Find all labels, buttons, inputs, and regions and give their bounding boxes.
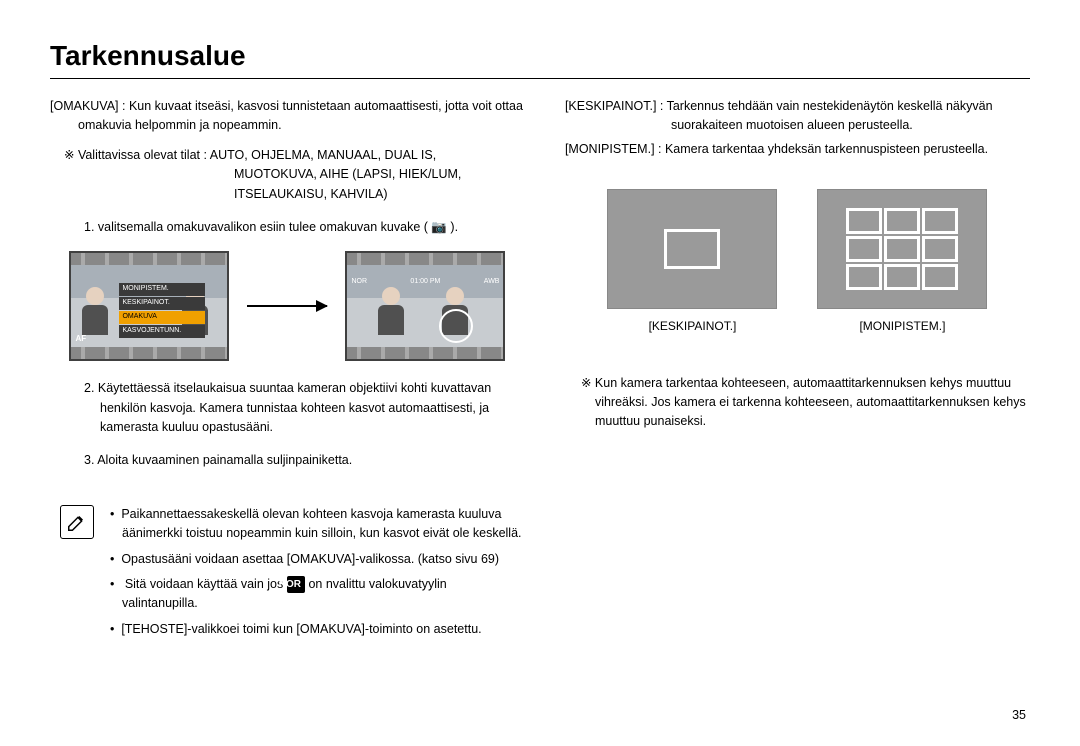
- keskipainot-label: [KESKIPAINOT.]: [649, 317, 737, 336]
- nor-label: NOR: [351, 277, 367, 286]
- modes-line3: ITSELAUKAISU, KAHVILA): [78, 185, 525, 204]
- step-2: 2. Käytettäessä itselaukaisua suuntaa ka…: [50, 379, 525, 437]
- note-bullet-1: Paikannettaessakeskellä olevan kohteen k…: [108, 505, 525, 544]
- note-box: Paikannettaessakeskellä olevan kohteen k…: [50, 505, 525, 645]
- right-column: [KESKIPAINOT.] : Tarkennus tehdään vain …: [565, 97, 1030, 645]
- monipistem-box: [817, 189, 987, 309]
- topbar: NOR 01:00 PM AWB: [351, 277, 499, 286]
- monipistem-definition: [MONIPISTEM.] : Kamera tarkentaa yhdeksä…: [565, 140, 1030, 159]
- arrow-icon: [247, 305, 327, 307]
- step-3: 3. Aloita kuvaaminen painamalla suljinpa…: [50, 451, 525, 470]
- person-figure-3: [377, 287, 405, 335]
- keskipainot-illustration: [KESKIPAINOT.]: [607, 189, 777, 336]
- af-circle-icon: [439, 309, 473, 343]
- film-edge-top: [71, 253, 227, 265]
- camera-screens-row: MONIPISTEM. KESKIPAINOT. OMAKUVA KASVOJE…: [50, 251, 525, 361]
- modes-line2: MUOTOKUVA, AIHE (LAPSI, HIEK/LUM,: [78, 165, 525, 184]
- film-edge-top-2: [347, 253, 503, 265]
- omakuva-definition: [OMAKUVA] : Kun kuvaat itseäsi, kasvosi …: [50, 97, 525, 136]
- menu-item-omakuva: OMAKUVA: [119, 311, 205, 324]
- content-columns: [OMAKUVA] : Kun kuvaat itseäsi, kasvosi …: [50, 97, 1030, 645]
- center-af-frame: [664, 229, 720, 269]
- film-edge-bottom: [71, 347, 227, 359]
- menu-item-monipistem: MONIPISTEM.: [119, 283, 205, 296]
- note-icon: [60, 505, 94, 539]
- awb-label: AWB: [484, 277, 500, 286]
- note-bullet-3: Sitä voidaan käyttää vain jos NOR on nva…: [108, 575, 525, 614]
- note-bullet-2: Opastusääni voidaan asettaa [OMAKUVA]-va…: [108, 550, 525, 569]
- step-1: 1. valitsemalla omakuvavalikon esiin tul…: [50, 218, 525, 237]
- camera-screen-result: NOR 01:00 PM AWB: [345, 251, 505, 361]
- page-number: 35: [1012, 708, 1026, 722]
- page-title: Tarkennusalue: [50, 40, 1030, 79]
- photo-bg-2: NOR 01:00 PM AWB: [347, 265, 503, 347]
- focus-illustrations: [KESKIPAINOT.] [MONIPISTEM.]: [565, 189, 1030, 336]
- right-definitions: [KESKIPAINOT.] : Tarkennus tehdään vain …: [565, 97, 1030, 159]
- time-label: 01:00 PM: [410, 277, 440, 286]
- note-bullet-4: [TEHOSTE]-valikkoei toimi kun [OMAKUVA]-…: [108, 620, 525, 639]
- camera-screen-menu: MONIPISTEM. KESKIPAINOT. OMAKUVA KASVOJE…: [69, 251, 229, 361]
- modes-line1: AUTO, OHJELMA, MANUAAL, DUAL IS,: [210, 148, 436, 162]
- note-b3-pre: Sitä voidaan käyttää vain jos: [125, 577, 287, 591]
- note-list: Paikannettaessakeskellä olevan kohteen k…: [108, 505, 525, 645]
- film-edge-bottom-2: [347, 347, 503, 359]
- monipistem-label: [MONIPISTEM.]: [859, 317, 945, 336]
- monipistem-illustration: [MONIPISTEM.]: [817, 189, 987, 336]
- pencil-note-icon: [66, 511, 88, 533]
- af-label: AF: [75, 333, 86, 345]
- menu-item-keskipainot: KESKIPAINOT.: [119, 297, 205, 310]
- keskipainot-box: [607, 189, 777, 309]
- photo-bg-1: MONIPISTEM. KESKIPAINOT. OMAKUVA KASVOJE…: [71, 265, 227, 347]
- keskipainot-definition: [KESKIPAINOT.] : Tarkennus tehdään vain …: [565, 97, 1030, 136]
- nine-point-grid: [846, 208, 958, 290]
- left-column: [OMAKUVA] : Kun kuvaat itseäsi, kasvosi …: [50, 97, 525, 645]
- menu-item-kasvojentunn: KASVOJENTUNN.: [119, 325, 205, 338]
- menu-overlay: MONIPISTEM. KESKIPAINOT. OMAKUVA KASVOJE…: [119, 283, 205, 338]
- nor-badge: NOR: [287, 576, 305, 594]
- person-figure-1: [81, 287, 109, 335]
- modes-prefix: ※ Valittavissa olevat tilat :: [64, 148, 210, 162]
- available-modes: ※ Valittavissa olevat tilat : AUTO, OHJE…: [50, 146, 525, 204]
- omakuva-text: [OMAKUVA] : Kun kuvaat itseäsi, kasvosi …: [50, 99, 523, 132]
- focus-color-note: ※ Kun kamera tarkentaa kohteeseen, autom…: [565, 374, 1030, 432]
